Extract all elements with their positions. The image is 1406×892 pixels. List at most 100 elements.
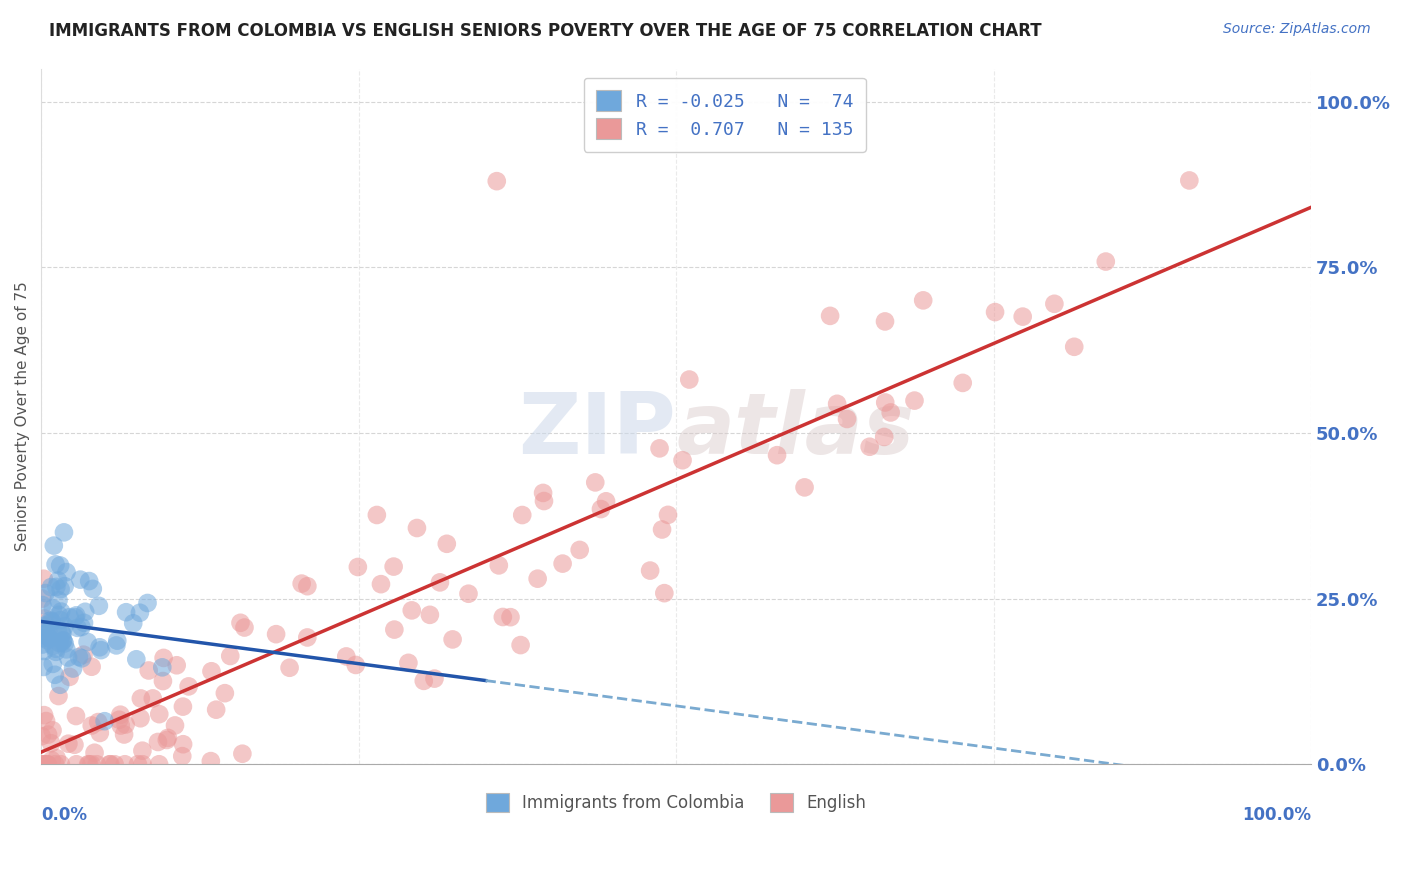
Point bbox=[297, 579, 319, 593]
Point bbox=[818, 309, 841, 323]
Point bbox=[1043, 297, 1066, 311]
Point bbox=[76, 635, 98, 649]
Point bbox=[589, 502, 612, 516]
Point bbox=[51, 626, 73, 640]
Point bbox=[37, 633, 59, 648]
Point bbox=[401, 603, 423, 617]
Point bbox=[80, 757, 103, 772]
Point bbox=[30, 624, 52, 639]
Point bbox=[32, 572, 55, 586]
Point bbox=[110, 707, 132, 722]
Point bbox=[37, 728, 59, 742]
Point bbox=[131, 757, 153, 772]
Point bbox=[53, 636, 76, 650]
Point bbox=[32, 757, 55, 772]
Point bbox=[499, 610, 522, 624]
Point bbox=[148, 707, 170, 722]
Point bbox=[42, 601, 65, 615]
Point bbox=[429, 575, 451, 590]
Point bbox=[873, 430, 896, 444]
Point bbox=[98, 757, 121, 772]
Point bbox=[177, 680, 200, 694]
Point bbox=[32, 631, 55, 645]
Point bbox=[793, 480, 815, 494]
Text: 0.0%: 0.0% bbox=[41, 806, 87, 824]
Point bbox=[105, 633, 128, 648]
Point bbox=[72, 648, 94, 662]
Point bbox=[104, 757, 127, 772]
Point bbox=[127, 757, 149, 772]
Point bbox=[156, 733, 179, 747]
Point bbox=[52, 525, 75, 540]
Point bbox=[526, 572, 548, 586]
Point bbox=[51, 635, 73, 649]
Point bbox=[89, 640, 111, 655]
Point bbox=[67, 650, 90, 665]
Point bbox=[45, 645, 67, 659]
Point bbox=[835, 412, 858, 426]
Point bbox=[595, 494, 617, 508]
Point bbox=[38, 631, 60, 645]
Point bbox=[382, 559, 405, 574]
Point bbox=[49, 757, 72, 772]
Point bbox=[39, 736, 62, 750]
Point bbox=[382, 623, 405, 637]
Point bbox=[77, 757, 100, 772]
Text: Source: ZipAtlas.com: Source: ZipAtlas.com bbox=[1223, 22, 1371, 37]
Point bbox=[65, 757, 87, 772]
Point bbox=[37, 757, 59, 772]
Point bbox=[568, 542, 591, 557]
Point bbox=[73, 615, 96, 630]
Point bbox=[80, 659, 103, 673]
Point bbox=[457, 587, 479, 601]
Point bbox=[100, 757, 122, 772]
Point bbox=[657, 508, 679, 522]
Point bbox=[136, 596, 159, 610]
Point bbox=[48, 593, 70, 607]
Point bbox=[172, 699, 194, 714]
Point bbox=[825, 397, 848, 411]
Point bbox=[551, 557, 574, 571]
Point bbox=[873, 314, 896, 328]
Point bbox=[200, 665, 222, 679]
Point bbox=[152, 674, 174, 689]
Point bbox=[41, 614, 63, 628]
Point bbox=[65, 709, 87, 723]
Point bbox=[984, 305, 1007, 319]
Point bbox=[150, 660, 173, 674]
Point bbox=[32, 757, 55, 772]
Point bbox=[229, 615, 252, 630]
Point bbox=[156, 731, 179, 745]
Point bbox=[34, 618, 56, 632]
Point bbox=[49, 678, 72, 692]
Point bbox=[419, 607, 441, 622]
Point bbox=[31, 729, 53, 743]
Point bbox=[278, 661, 301, 675]
Point bbox=[112, 727, 135, 741]
Point bbox=[93, 714, 115, 729]
Point bbox=[912, 293, 935, 308]
Point bbox=[648, 442, 671, 456]
Point bbox=[70, 651, 93, 665]
Point bbox=[366, 508, 388, 522]
Point bbox=[38, 614, 60, 628]
Point bbox=[42, 539, 65, 553]
Point bbox=[32, 628, 55, 642]
Point bbox=[65, 608, 87, 623]
Point bbox=[492, 610, 515, 624]
Point bbox=[115, 605, 138, 619]
Point bbox=[219, 648, 242, 663]
Point bbox=[264, 627, 287, 641]
Point bbox=[122, 616, 145, 631]
Point bbox=[441, 632, 464, 647]
Point bbox=[80, 718, 103, 732]
Point bbox=[41, 723, 63, 738]
Point bbox=[105, 639, 128, 653]
Point bbox=[53, 579, 76, 593]
Point bbox=[509, 638, 531, 652]
Point bbox=[678, 372, 700, 386]
Point bbox=[1011, 310, 1033, 324]
Point bbox=[531, 486, 554, 500]
Point bbox=[903, 393, 925, 408]
Text: ZIP: ZIP bbox=[519, 389, 676, 472]
